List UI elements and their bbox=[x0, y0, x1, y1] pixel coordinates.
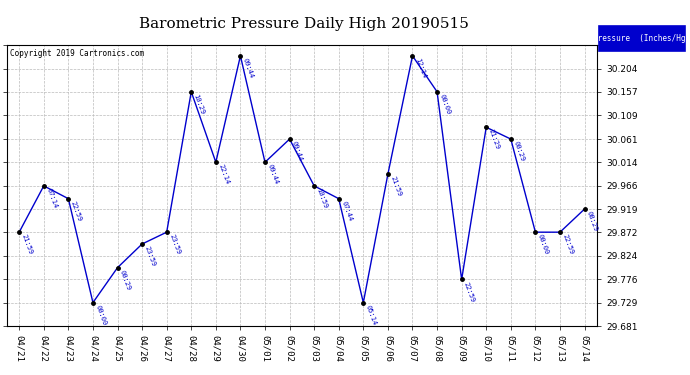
Text: 09:44: 09:44 bbox=[241, 57, 255, 79]
Text: Barometric Pressure Daily High 20190515: Barometric Pressure Daily High 20190515 bbox=[139, 17, 469, 31]
Text: 08:29: 08:29 bbox=[586, 210, 599, 232]
Text: 23:59: 23:59 bbox=[168, 234, 181, 256]
Text: 10:59: 10:59 bbox=[315, 187, 328, 209]
Text: 22:59: 22:59 bbox=[562, 234, 574, 256]
Text: 10:29: 10:29 bbox=[193, 93, 206, 115]
Text: 05:14: 05:14 bbox=[365, 304, 377, 326]
Text: Copyright 2019 Cartronics.com: Copyright 2019 Cartronics.com bbox=[10, 49, 144, 58]
Text: 21:29: 21:29 bbox=[488, 129, 500, 151]
Text: 09:44: 09:44 bbox=[266, 164, 279, 186]
Text: 00:29: 00:29 bbox=[119, 269, 132, 291]
Text: 21:59: 21:59 bbox=[21, 234, 34, 256]
Text: 00:29: 00:29 bbox=[512, 141, 525, 162]
Text: 07:14: 07:14 bbox=[45, 187, 58, 209]
Text: Pressure  (Inches/Hg): Pressure (Inches/Hg) bbox=[593, 34, 690, 43]
Text: 09:44: 09:44 bbox=[291, 141, 304, 162]
Text: 22:14: 22:14 bbox=[217, 164, 230, 186]
Text: 00:00: 00:00 bbox=[438, 93, 451, 115]
Text: 22:59: 22:59 bbox=[70, 200, 83, 222]
Text: 21:59: 21:59 bbox=[389, 176, 402, 198]
Text: 07:44: 07:44 bbox=[340, 200, 353, 222]
Text: 12:14: 12:14 bbox=[414, 57, 427, 79]
Text: 22:59: 22:59 bbox=[463, 281, 476, 303]
Text: 00:00: 00:00 bbox=[537, 234, 550, 256]
Text: 23:59: 23:59 bbox=[144, 245, 157, 267]
Text: 00:00: 00:00 bbox=[95, 304, 107, 326]
